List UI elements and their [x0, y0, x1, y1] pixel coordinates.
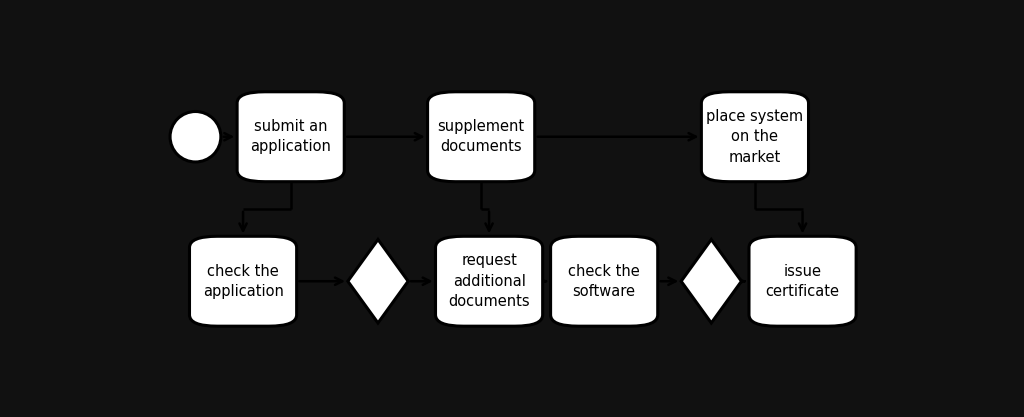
Polygon shape	[681, 239, 741, 323]
Text: check the
application: check the application	[203, 264, 284, 299]
Text: submit an
application: submit an application	[250, 119, 331, 154]
FancyBboxPatch shape	[189, 236, 297, 326]
Text: check the
software: check the software	[568, 264, 640, 299]
Text: supplement
documents: supplement documents	[437, 119, 524, 154]
FancyBboxPatch shape	[551, 236, 657, 326]
FancyBboxPatch shape	[428, 92, 535, 182]
FancyBboxPatch shape	[238, 92, 344, 182]
FancyBboxPatch shape	[749, 236, 856, 326]
Polygon shape	[348, 239, 409, 323]
Text: request
additional
documents: request additional documents	[449, 253, 529, 309]
Text: issue
certificate: issue certificate	[766, 264, 840, 299]
FancyBboxPatch shape	[435, 236, 543, 326]
Text: place system
on the
market: place system on the market	[707, 109, 804, 165]
Ellipse shape	[170, 111, 221, 162]
FancyBboxPatch shape	[701, 92, 809, 182]
